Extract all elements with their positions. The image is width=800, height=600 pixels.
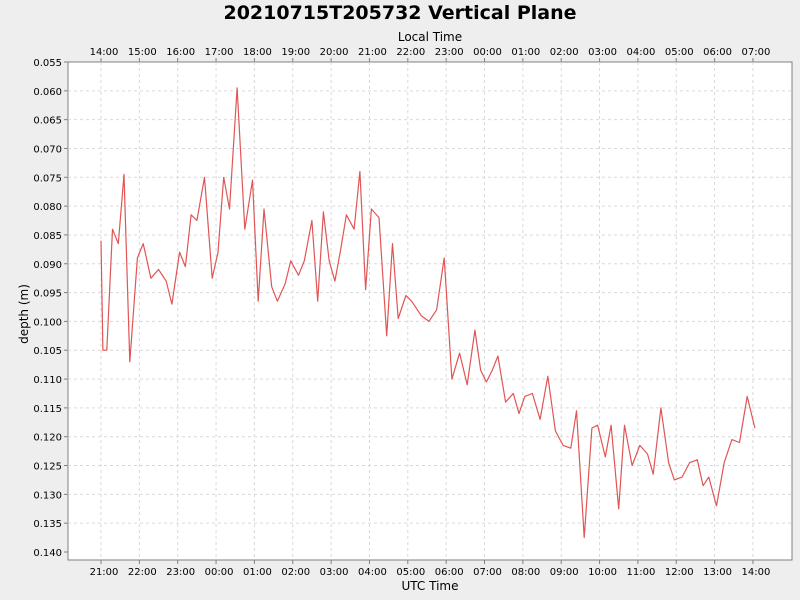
bottom-tick-label: 08:00 [511,567,540,578]
top-tick-label: 00:00 [473,47,502,58]
y-tick-label: 0.055 [33,58,62,69]
bottom-tick-label: 05:00 [396,567,425,578]
bottom-tick-label: 22:00 [128,567,157,578]
y-tick-label: 0.140 [33,548,62,559]
y-tick-label: 0.130 [33,490,62,501]
top-tick-label: 02:00 [550,47,579,58]
top-tick-label: 14:00 [90,47,119,58]
top-tick-label: 22:00 [396,47,425,58]
top-tick-label: 18:00 [243,47,272,58]
bottom-tick-label: 04:00 [358,567,387,578]
top-tick-label: 19:00 [281,47,310,58]
top-axis-label: Local Time [398,30,462,44]
y-tick-label: 0.135 [33,519,62,530]
top-tick-label: 03:00 [588,47,617,58]
bottom-tick-label: 01:00 [243,567,272,578]
plot-area [68,62,792,560]
top-tick-label: 07:00 [742,47,771,58]
bottom-tick-label: 09:00 [550,567,579,578]
y-tick-label: 0.090 [33,260,62,271]
y-tick-label: 0.105 [33,346,62,357]
y-tick-label: 0.120 [33,433,62,444]
top-tick-label: 23:00 [435,47,464,58]
y-axis-ticks: 0.055 0.060 0.065 0.070 0.075 0.080 0.085 0.090… [33,58,68,559]
top-tick-label: 15:00 [128,47,157,58]
y-tick-label: 0.070 [33,144,62,155]
chart-title: 20210715T205732 Vertical Plane [223,2,576,24]
y-tick-label: 0.110 [33,375,62,386]
top-tick-label: 17:00 [205,47,234,58]
y-tick-label: 0.075 [33,173,62,184]
y-tick-label: 0.080 [33,202,62,213]
top-tick-label: 20:00 [320,47,349,58]
bottom-tick-label: 02:00 [281,567,310,578]
top-tick-label: 21:00 [358,47,387,58]
bottom-tick-label: 12:00 [665,567,694,578]
top-tick-label: 16:00 [166,47,195,58]
top-tick-label: 05:00 [665,47,694,58]
bottom-axis-label: UTC Time [402,579,459,593]
bottom-tick-label: 11:00 [626,567,655,578]
y-axis-label: depth (m) [17,284,31,344]
bottom-tick-label: 10:00 [588,567,617,578]
y-tick-label: 0.060 [33,87,62,98]
y-tick-label: 0.095 [33,289,62,300]
top-tick-label: 06:00 [703,47,732,58]
y-tick-label: 0.125 [33,462,62,473]
y-tick-label: 0.065 [33,116,62,127]
bottom-tick-label: 00:00 [205,567,234,578]
bottom-tick-label: 03:00 [320,567,349,578]
bottom-tick-label: 07:00 [473,567,502,578]
y-tick-label: 0.100 [33,317,62,328]
top-tick-label: 04:00 [626,47,655,58]
bottom-tick-label: 13:00 [703,567,732,578]
top-axis-ticks: 14:00 15:00 16:00 17:00 18:00 19:00 20:00 21:00… [90,47,771,62]
y-tick-label: 0.085 [33,231,62,242]
bottom-tick-label: 21:00 [90,567,119,578]
bottom-tick-label: 23:00 [166,567,195,578]
y-tick-label: 0.115 [33,404,62,415]
bottom-tick-label: 14:00 [742,567,771,578]
bottom-tick-label: 06:00 [435,567,464,578]
bottom-axis-ticks: 21:00 22:00 23:00 00:00 01:00 02:00 03:00 04:00… [90,560,771,578]
top-tick-label: 01:00 [511,47,540,58]
